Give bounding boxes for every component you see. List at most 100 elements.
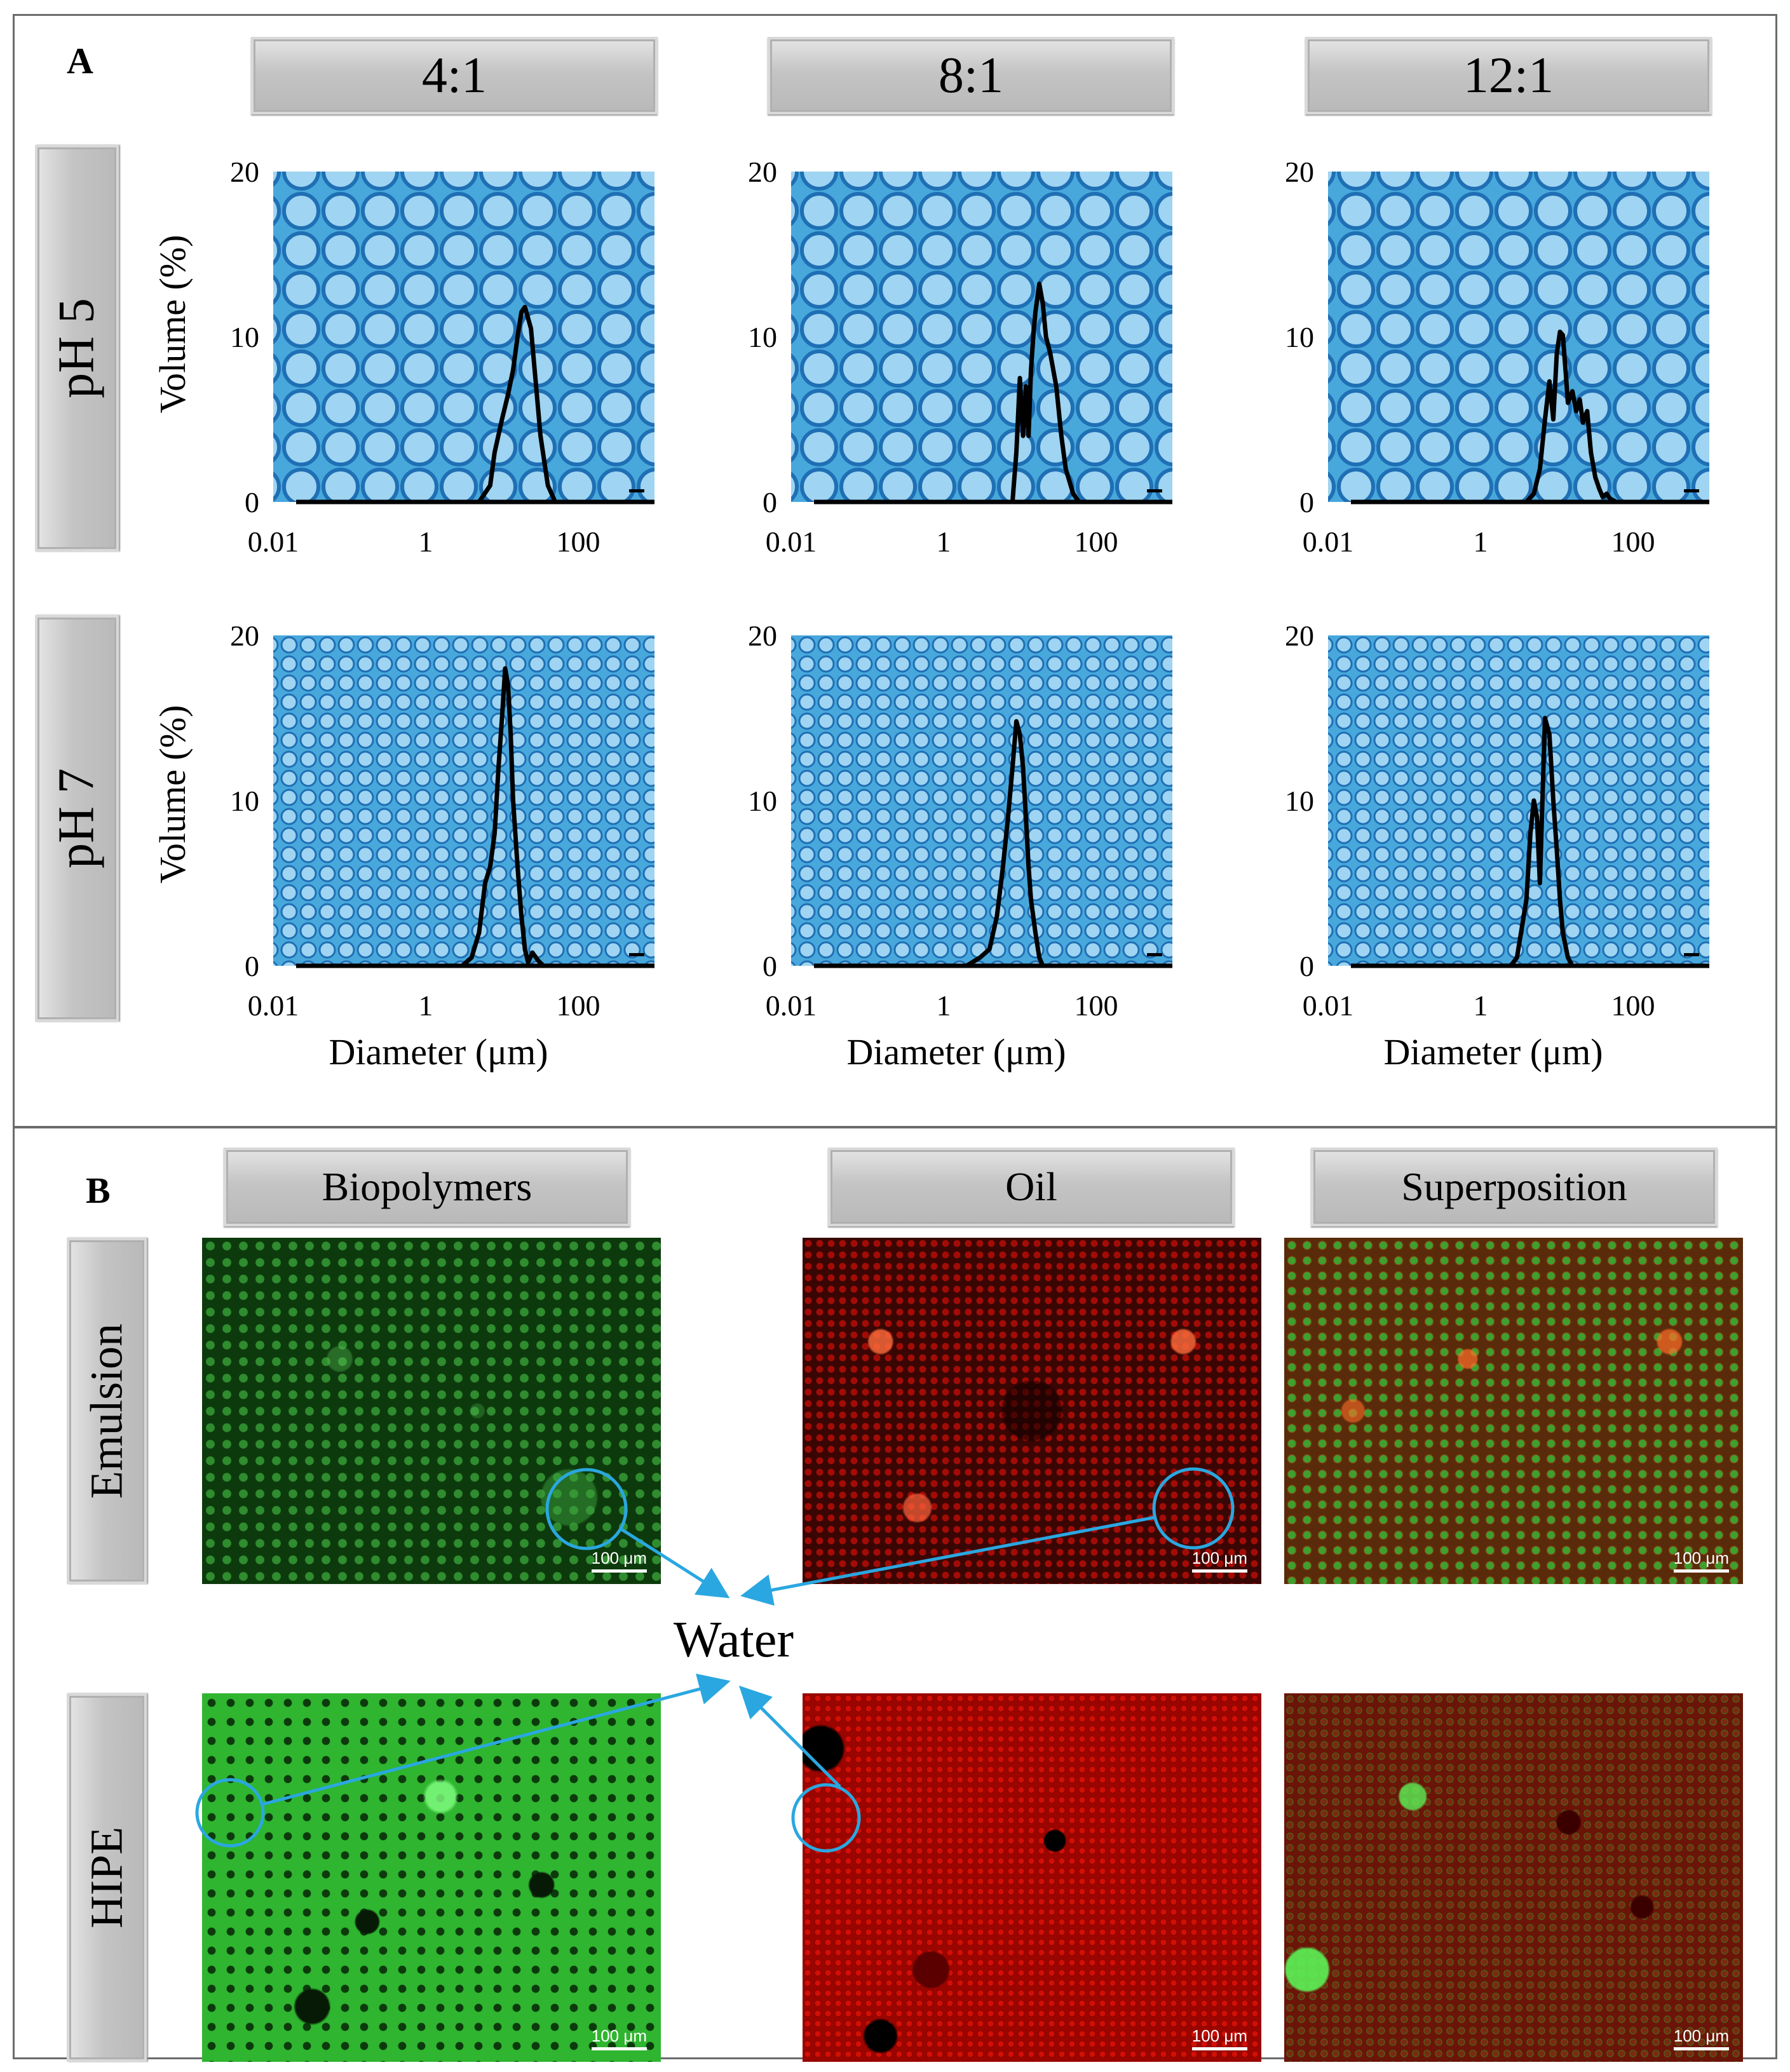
y-axis-label-ph7-text: Volume (%) (152, 705, 193, 884)
micrograph-scale-bar (1684, 489, 1699, 492)
scale-bar-label: 100 μm (1673, 1548, 1729, 1568)
ph-header-7: pH 7 (35, 615, 119, 1022)
x-tick-label: 100 (1611, 525, 1655, 558)
water-circle-hipe-biopolymers (195, 1778, 265, 1848)
arrow-hipe-biopolymers (261, 1674, 731, 1806)
ratio-header-4-1: 4:1 (251, 37, 658, 114)
micrograph-emulsion-biopolymers: 100 μm (202, 1238, 661, 1584)
micrograph-droplets (791, 172, 1172, 502)
scale-bar: 100 μm (591, 2026, 647, 2050)
x-tick-label: 1 (937, 525, 951, 558)
x-tick-label: 100 (557, 525, 600, 558)
x-tick-label: 100 (557, 989, 600, 1022)
micrograph-scale-bar (629, 953, 644, 956)
scale-bar-label: 100 μm (591, 1548, 647, 1568)
scale-bar-label: 100 μm (591, 2026, 647, 2045)
panel-a-label: A (67, 40, 93, 81)
micrograph-emulsion-superposition: 100 μm (1284, 1238, 1743, 1584)
water-circle-emulsion-oil (1152, 1467, 1235, 1550)
micrograph-scale-bar (1147, 953, 1162, 956)
y-tick-label: 10 (1285, 321, 1314, 353)
x-tick-label: 1 (419, 989, 433, 1022)
y-tick-label: 10 (230, 321, 259, 353)
micrograph-hipe-biopolymers: 100 μm (202, 1693, 661, 2062)
y-tick-label: 10 (748, 785, 777, 817)
psd-plot-ph5-8-1: 0 10 20 0.01 1 100 (748, 156, 1172, 558)
micrograph-droplets (1328, 172, 1709, 502)
psd-plot-ph7-8-1: 0 10 20 0.01 1 100 Diameter (μm) (748, 620, 1172, 1073)
arrow-emulsion-oil (740, 1515, 1156, 1606)
water-annotation: Water (674, 1612, 794, 1668)
x-tick-label: 1 (1474, 525, 1488, 558)
column-header-biopolymers: Biopolymers (224, 1148, 630, 1226)
y-tick-label: 0 (1299, 486, 1314, 518)
water-circle-emulsion-biopolymers (545, 1468, 628, 1550)
micrograph-scale-bar (1147, 489, 1162, 492)
x-tick-label: 0.01 (1303, 525, 1354, 558)
micrograph-droplets (273, 172, 654, 502)
y-tick-label: 10 (748, 321, 777, 353)
micrograph-droplets (791, 635, 1172, 966)
x-tick-label: 1 (937, 989, 951, 1022)
x-tick-label: 0.01 (248, 989, 299, 1022)
y-axis-label-ph5: Volume (%) (152, 235, 193, 414)
ph-header-5: pH 5 (35, 145, 119, 552)
y-tick-label: 0 (763, 486, 777, 518)
x-tick-label: 0.01 (248, 525, 299, 558)
micrograph-scale-bar (629, 489, 644, 492)
y-tick-label: 20 (1285, 620, 1314, 652)
arrow-hipe-oil (738, 1685, 841, 1788)
distribution-curve (296, 666, 545, 968)
y-tick-label: 10 (230, 785, 259, 817)
micrograph-emulsion-oil: 100 μm (803, 1238, 1261, 1584)
scale-bar: 100 μm (1191, 2026, 1247, 2050)
column-header-oil: Oil (828, 1148, 1235, 1226)
psd-plot-ph5-4-1: 0 10 20 0.01 1 100 (230, 156, 654, 558)
x-tick-label: 1 (1474, 989, 1488, 1022)
x-tick-label: 0.01 (1303, 989, 1354, 1022)
x-tick-label: 100 (1075, 525, 1118, 558)
scale-bar: 100 μm (1673, 1548, 1729, 1573)
panel-b-label: B (86, 1170, 111, 1211)
micrograph-scale-bar (1684, 953, 1699, 956)
arrow-emulsion-biopolymers (618, 1526, 730, 1599)
scale-bar: 100 μm (1191, 1548, 1247, 1573)
x-tick-label: 0.01 (766, 525, 817, 558)
scale-bar: 100 μm (1673, 2026, 1729, 2050)
y-tick-label: 20 (230, 156, 259, 188)
water-circle-hipe-oil (791, 1783, 861, 1853)
scale-bar: 100 μm (591, 1548, 647, 1573)
y-tick-label: 0 (1299, 950, 1314, 982)
x-tick-label: 0.01 (766, 989, 817, 1022)
distribution-curve (1351, 715, 1575, 968)
y-tick-label: 20 (748, 620, 777, 652)
psd-plot-ph7-4-1: 0 10 20 0.01 1 100 Diameter (μm) (230, 620, 654, 1073)
distribution-curve (814, 281, 1081, 504)
y-tick-label: 0 (245, 950, 259, 982)
distribution-curve (1351, 329, 1618, 504)
scale-bar-label: 100 μm (1673, 2026, 1729, 2045)
row-header-emulsion: Emulsion (67, 1238, 147, 1584)
scale-bar-label: 100 μm (1191, 1548, 1247, 1568)
scale-bar-label: 100 μm (1191, 2026, 1247, 2045)
y-tick-label: 0 (763, 950, 777, 982)
column-header-superposition: Superposition (1311, 1148, 1718, 1226)
ratio-header-12-1: 12:1 (1305, 37, 1712, 114)
y-tick-label: 10 (1285, 785, 1314, 817)
y-axis-label-ph5-text: Volume (%) (152, 235, 193, 414)
distribution-curve (296, 304, 558, 504)
y-axis-label-ph7: Volume (%) (152, 705, 193, 884)
row-header-hipe: HIPE (67, 1693, 147, 2062)
y-tick-label: 20 (230, 620, 259, 652)
micrograph-hipe-superposition: 100 μm (1284, 1693, 1743, 2062)
x-axis-label: Diameter (μm) (1383, 1031, 1603, 1073)
micrograph-droplets (273, 635, 654, 966)
y-tick-label: 0 (245, 486, 259, 518)
x-axis-label: Diameter (μm) (846, 1031, 1066, 1073)
ratio-header-8-1: 8:1 (768, 37, 1174, 114)
micrograph-droplets (1328, 635, 1709, 966)
x-tick-label: 100 (1611, 989, 1655, 1022)
micrograph-hipe-oil: 100 μm (803, 1693, 1261, 2062)
